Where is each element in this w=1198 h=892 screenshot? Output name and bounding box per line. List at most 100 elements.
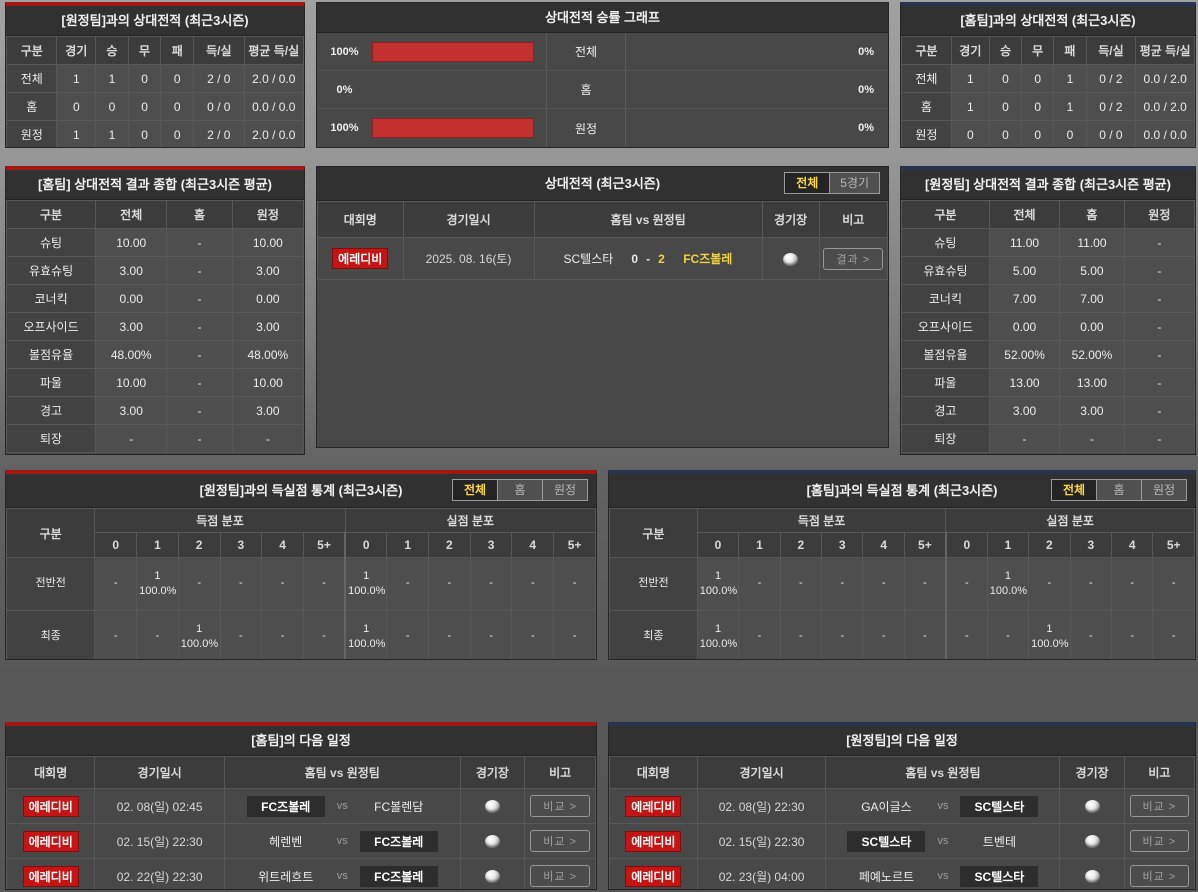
column-header: 패 [1053,36,1087,65]
away-win-pct: 0% [858,45,874,58]
teams-cell: SC텔스타 vs 트벤테 [825,823,1061,859]
table-cell: 0 [160,92,195,121]
table-cell: 0 [160,64,195,93]
tab-all[interactable]: 전체 [452,479,498,501]
home-win-pct: 100% [330,45,359,58]
table-cell: 2 / 0 [193,120,245,147]
column-header: 승 [95,36,129,65]
compare-button[interactable]: 비교 > [1129,795,1190,817]
schedule-match-row: 에레디비 02. 23(월) 04:00 페예노르트 vs SC텔스타 비교 > [609,858,1195,889]
table-cell: 3.00 [1059,396,1125,425]
result-button[interactable]: 결과 > [823,247,884,270]
summary-home-table: 구분 전체 홈 원정 슈팅 10.00-10.00 유효슈팅 3.00-3.00 코너킥 0.0… [6,200,304,453]
conceded-group-header: 실점 분포 [945,508,1195,533]
column-header: 평균 득/실 [243,36,304,65]
stadium-cell [459,858,526,889]
h2h-match-table: 대회명 경기일시 홈팀 vs 원정팀 경기장 비고 에레디비 2025. 08. 16(… [317,201,888,280]
row-label: 경고 [901,396,990,425]
home-team: 헤렌벤 [269,834,303,849]
table-cell: 0 [1021,64,1055,93]
row-label: 오프사이드 [6,312,97,341]
table-cell: 0.0 / 2.0 [1135,92,1195,121]
table-cell: - [428,610,471,659]
bins-header-row: 0 1 2 3 4 5+ 0 1 2 3 4 5+ [610,532,1195,558]
goals-filter-tabs: 전체 홈 원정 [1051,479,1187,501]
column-header: 원정 [231,200,304,229]
stadium-icon[interactable] [484,870,500,884]
tab-away[interactable]: 원정 [1141,479,1187,501]
table-cell: 0.0 / 0.0 [243,92,304,121]
compare-button[interactable]: 비교 > [530,865,591,887]
compare-button[interactable]: 비교 > [1129,830,1190,852]
table-cell: 1 100.0% [696,557,740,611]
table-cell: - [1111,557,1154,611]
column-header: 원정 [1123,200,1195,229]
stadium-icon[interactable] [1084,800,1100,814]
table-cell: - [553,610,596,659]
league-badge: 에레디비 [22,830,79,852]
panel-title: 상대전적 승률 그래프 [317,3,888,33]
table-cell: - [166,312,233,341]
teams-cell: 위트레흐트 vs FC즈볼레 [223,858,461,889]
table-cell: 1 [950,64,990,93]
stadium-icon[interactable] [1084,835,1100,849]
stadium-icon[interactable] [484,835,500,849]
compare-button[interactable]: 비교 > [1129,865,1190,887]
conceded-group-header: 실점 분포 [344,508,596,533]
tab-home[interactable]: 홈 [497,479,543,501]
column-header: 전체 [988,200,1061,229]
action-cell: 비교 > [1123,823,1195,859]
compare-button[interactable]: 비교 > [530,830,591,852]
table-cell: - [1123,312,1195,341]
table-cell: - [231,424,304,453]
table-cell: 0 [1021,120,1055,147]
column-header: 득/실 [1085,36,1137,65]
table-cell: - [945,557,988,611]
table-cell: 0 / 2 [1085,92,1137,121]
tab-away[interactable]: 원정 [542,479,588,501]
row-label: 퇴장 [6,424,97,453]
table-cell: 0.00 [1059,312,1125,341]
column-header: 4 [862,532,905,558]
compare-button[interactable]: 비교 > [530,795,591,817]
table-cell: - [302,557,347,611]
h2h-away-table: 구분 경기 승 무 패 득/실 평균 득/실 전체 1 1 0 0 2 / 0 2.0 / 0.0 홈 0 0… [6,36,304,147]
tab-all[interactable]: 전체 [784,172,831,194]
row-label: 파울 [901,368,990,397]
stadium-icon[interactable] [1084,870,1100,884]
h2h-home-table: 구분 경기 승 무 패 득/실 평균 득/실 전체 1 0 0 1 0 / 2 0.0 / 2.0 홈 1 0… [901,36,1195,147]
away-bar-track [626,118,830,138]
table-cell: 1 100.0% [986,557,1030,611]
panel-title: [원정팀]과의 득실점 통계 (최근3시즌) 전체 홈 원정 [6,474,596,508]
row-label: 전반전 [6,557,96,611]
tab-all[interactable]: 전체 [1051,479,1097,501]
column-header: 구분 [6,508,96,558]
column-header: 홈팀 vs 원정팀 [533,201,763,238]
panel-summary-home: [홈팀] 상대전적 결과 종합 (최근3시즌 평균) 구분 전체 홈 원정 슈팅 10.… [5,166,305,455]
column-header: 3 [1069,532,1113,558]
match-datetime: 02. 22(일) 22:30 [94,858,225,889]
home-win-pct: 0% [336,83,353,96]
stadium-icon[interactable] [783,252,799,266]
vs-label: vs [937,870,949,882]
teams-cell: SC텔스타 0 - 2 FC즈볼레 [533,237,763,280]
column-header: 2 [1028,532,1071,558]
table-cell: 0 / 0 [193,92,245,121]
tab-last5[interactable]: 5경기 [829,172,880,194]
column-header: 5+ [1152,532,1195,558]
stadium-icon[interactable] [484,800,500,814]
table-cell: 1 100.0% [344,610,388,659]
table-row: 퇴장 - - - [901,424,1195,453]
away-team: FC즈볼레 [359,865,438,887]
table-header-row: 구분 경기 승 무 패 득/실 평균 득/실 [6,36,304,65]
table-row: 유효슈팅 5.00 5.00- [901,256,1195,285]
row-label: 최종 [6,610,96,659]
table-cell: - [1059,424,1125,453]
tab-home[interactable]: 홈 [1096,479,1142,501]
table-cell: 3.00 [95,256,168,285]
league-badge: 에레디비 [625,795,682,817]
row-label: 슈팅 [901,228,990,257]
column-header: 전체 [95,200,168,229]
table-cell: - [1111,610,1154,659]
